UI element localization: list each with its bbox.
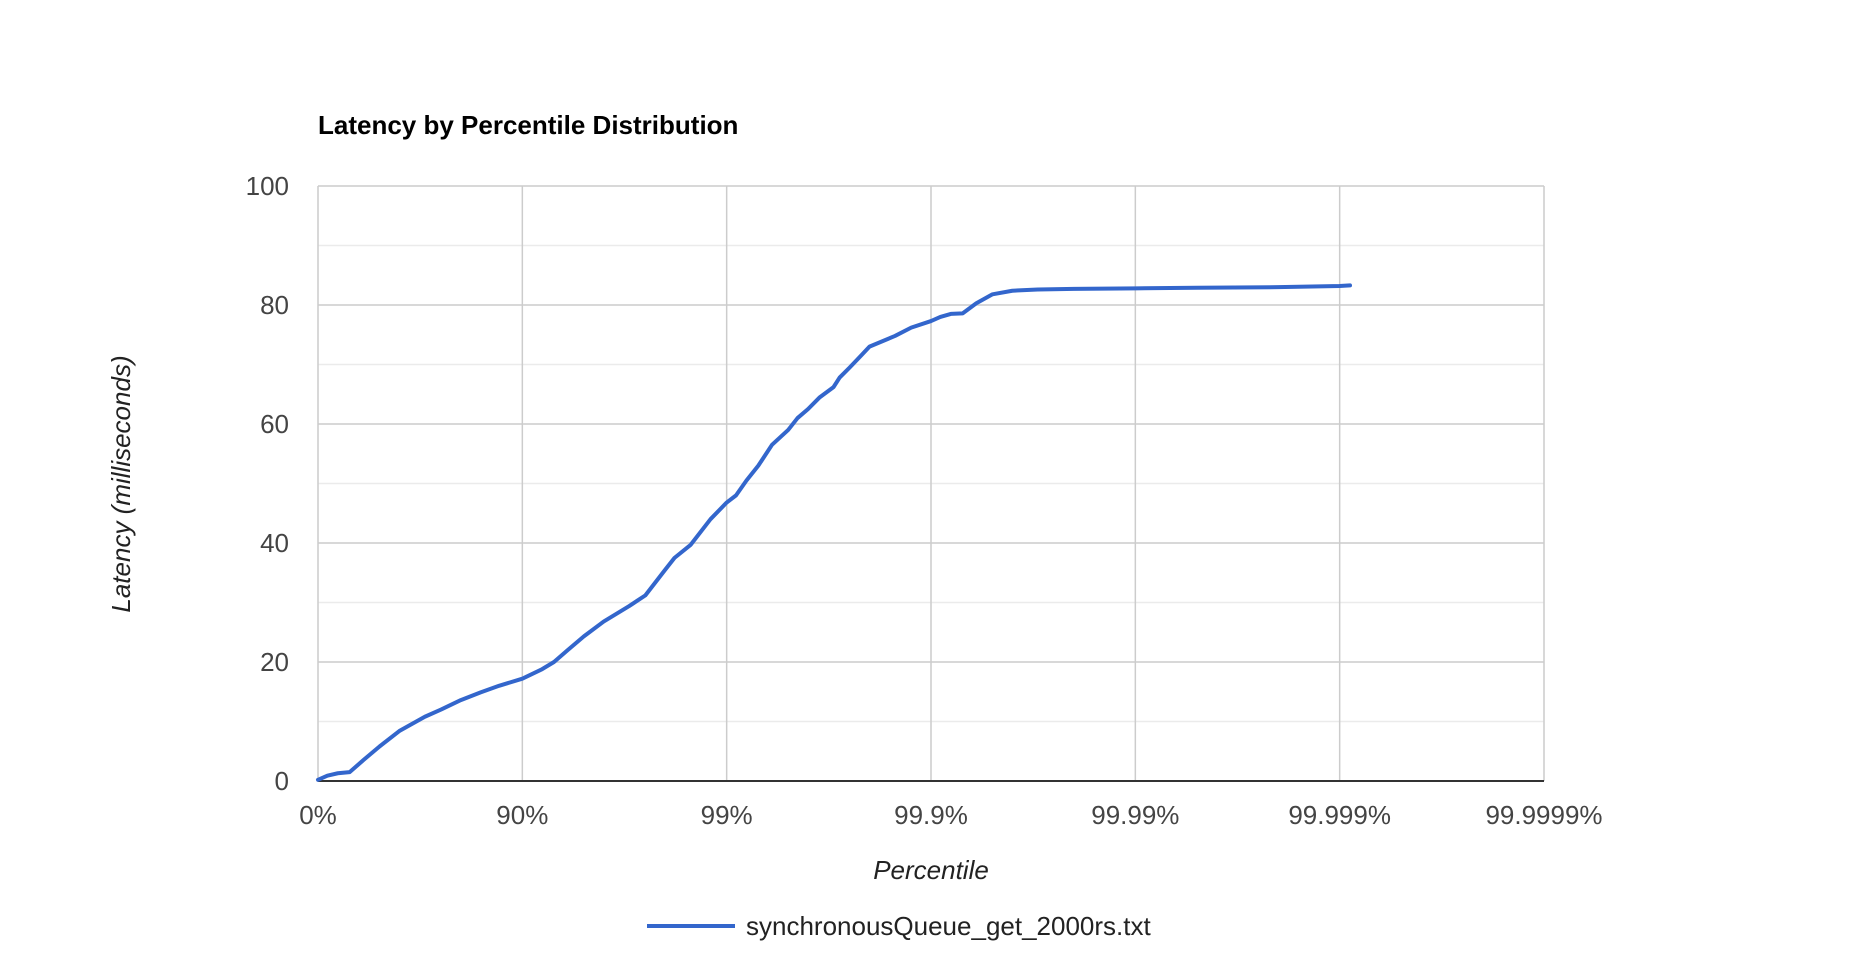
y-axis-title: Latency (milliseconds) <box>106 355 136 612</box>
x-tick-label: 99% <box>701 800 753 830</box>
x-tick-label: 90% <box>496 800 548 830</box>
y-tick-label: 20 <box>260 647 289 677</box>
legend: synchronousQueue_get_2000rs.txt <box>647 911 1151 941</box>
x-tick-label: 99.9999% <box>1485 800 1602 830</box>
x-tick-label: 0% <box>299 800 337 830</box>
y-tick-label: 0 <box>275 766 289 796</box>
legend-label: synchronousQueue_get_2000rs.txt <box>746 911 1151 941</box>
x-tick-label: 99.9% <box>894 800 968 830</box>
x-tick-label: 99.99% <box>1091 800 1179 830</box>
grid-lines <box>317 185 1545 782</box>
x-axis-title: Percentile <box>873 855 989 885</box>
y-axis-ticks: 0 20 40 60 80 100 <box>246 171 289 796</box>
series-line <box>316 283 1353 782</box>
y-tick-label: 80 <box>260 290 289 320</box>
series-layer <box>316 283 1353 782</box>
x-axis-ticks: 0% 90% 99% 99.9% 99.99% 99.999% 99.9999% <box>299 800 1602 830</box>
y-tick-label: 40 <box>260 528 289 558</box>
x-tick-label: 99.999% <box>1288 800 1391 830</box>
y-tick-label: 100 <box>246 171 289 201</box>
chart-title: Latency by Percentile Distribution <box>318 110 738 140</box>
y-tick-label: 60 <box>260 409 289 439</box>
